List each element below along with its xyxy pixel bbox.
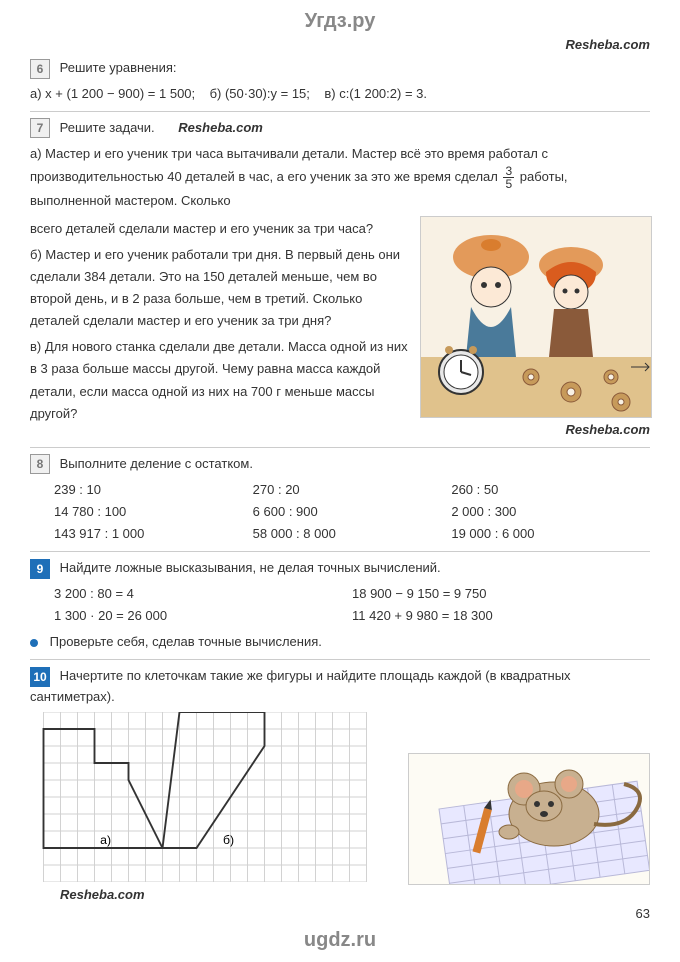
task9-check: Проверьте себя, сделав точные вычисления… (30, 631, 650, 653)
task-num-8: 8 (30, 454, 50, 474)
task7-c: в) Для нового станка сделали две детали.… (30, 336, 408, 424)
task-num-6: 6 (30, 59, 50, 79)
brand-bottom-left: Resheba.com (60, 887, 650, 902)
task9-title: Найдите ложные высказывания, не делая то… (60, 560, 441, 575)
brand-top: Resheba.com (30, 37, 650, 52)
svg-text:б): б) (223, 833, 234, 847)
task-9: 9 Найдите ложные высказывания, не делая … (30, 558, 650, 579)
task10-title: Начертите по клеточкам такие же фигуры и… (30, 668, 571, 704)
task7-a-rest: всего деталей сделали мастер и его учени… (30, 218, 408, 240)
grid-shapes: а) б) (30, 712, 388, 885)
brand-inline: Resheba.com (178, 120, 263, 135)
page-number: 63 (30, 906, 650, 921)
task9-table: 3 200 : 80 = 4 1 300 · 20 = 26 000 18 90… (54, 583, 650, 627)
svg-text:а): а) (100, 833, 111, 847)
task8-table: 239 : 10 14 780 : 100 143 917 : 1 000 27… (54, 479, 650, 545)
bullet-icon (30, 639, 38, 647)
task-num-10: 10 (30, 667, 50, 687)
watermark-bottom: ugdz.ru (30, 929, 650, 952)
illustration-mouse (408, 753, 650, 885)
task-10: 10 Начертите по клеточкам такие же фигур… (30, 666, 650, 708)
task-num-9: 9 (30, 559, 50, 579)
watermark-top: Угдз.ру (30, 10, 650, 33)
task7-title: Решите задачи. (60, 120, 155, 135)
task-7: 7 Решите задачи. Resheba.com (30, 118, 650, 139)
task-6: 6 Решите уравнения: (30, 58, 650, 79)
task7-b: б) Мастер и его ученик работали три дня.… (30, 244, 408, 332)
task7-a-top: а) Мастер и его ученик три часа вытачива… (30, 143, 650, 212)
task-8: 8 Выполните деление с остатком. (30, 454, 650, 475)
fraction: 35 (503, 165, 514, 190)
task6-body: а) x + (1 200 − 900) = 1 500; б) (50·30)… (30, 83, 650, 105)
task-num-7: 7 (30, 118, 50, 138)
task8-title: Выполните деление с остатком. (60, 456, 253, 471)
task6-title: Решите уравнения: (60, 60, 177, 75)
brand-under-illus: Resheba.com (420, 422, 650, 437)
illustration-workers (420, 216, 652, 418)
